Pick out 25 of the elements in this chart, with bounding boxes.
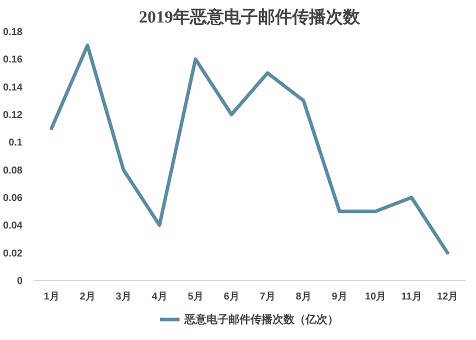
x-tick-label: 7月 [260,292,276,302]
x-tick-label: 6月 [224,292,240,302]
x-tick-label: 12月 [436,292,458,302]
x-tick-label: 10月 [364,292,386,302]
y-tick-label: 0.14 [3,82,23,94]
x-tick-label: 2月 [80,292,96,302]
y-tick-label: 0.02 [3,248,23,260]
chart-title: 2019年恶意电子邮件传播次数 [139,8,361,26]
y-tick-label: 0.16 [3,54,23,66]
x-tick-label: 11月 [401,292,422,302]
y-tick-label: 0.18 [3,27,23,38]
y-tick-label: 0.06 [3,193,23,204]
line-series [50,44,450,255]
x-tick-label: 8月 [296,292,312,302]
y-tick-label: 0.08 [3,165,23,176]
legend-label: 恶意电子邮件传播次数（亿次） [184,312,338,326]
x-tick-label: 9月 [332,292,348,302]
y-tick-label: 0.1 [8,138,23,149]
x-tick-label: 4月 [152,292,168,302]
x-tick-label: 1月 [44,292,60,302]
y-tick-label: 0.04 [3,220,23,232]
x-tick-label: 3月 [116,292,132,302]
y-tick-label: 0 [16,276,23,287]
y-tick-label: 0.12 [3,110,23,121]
x-tick-label: 5月 [188,292,204,302]
